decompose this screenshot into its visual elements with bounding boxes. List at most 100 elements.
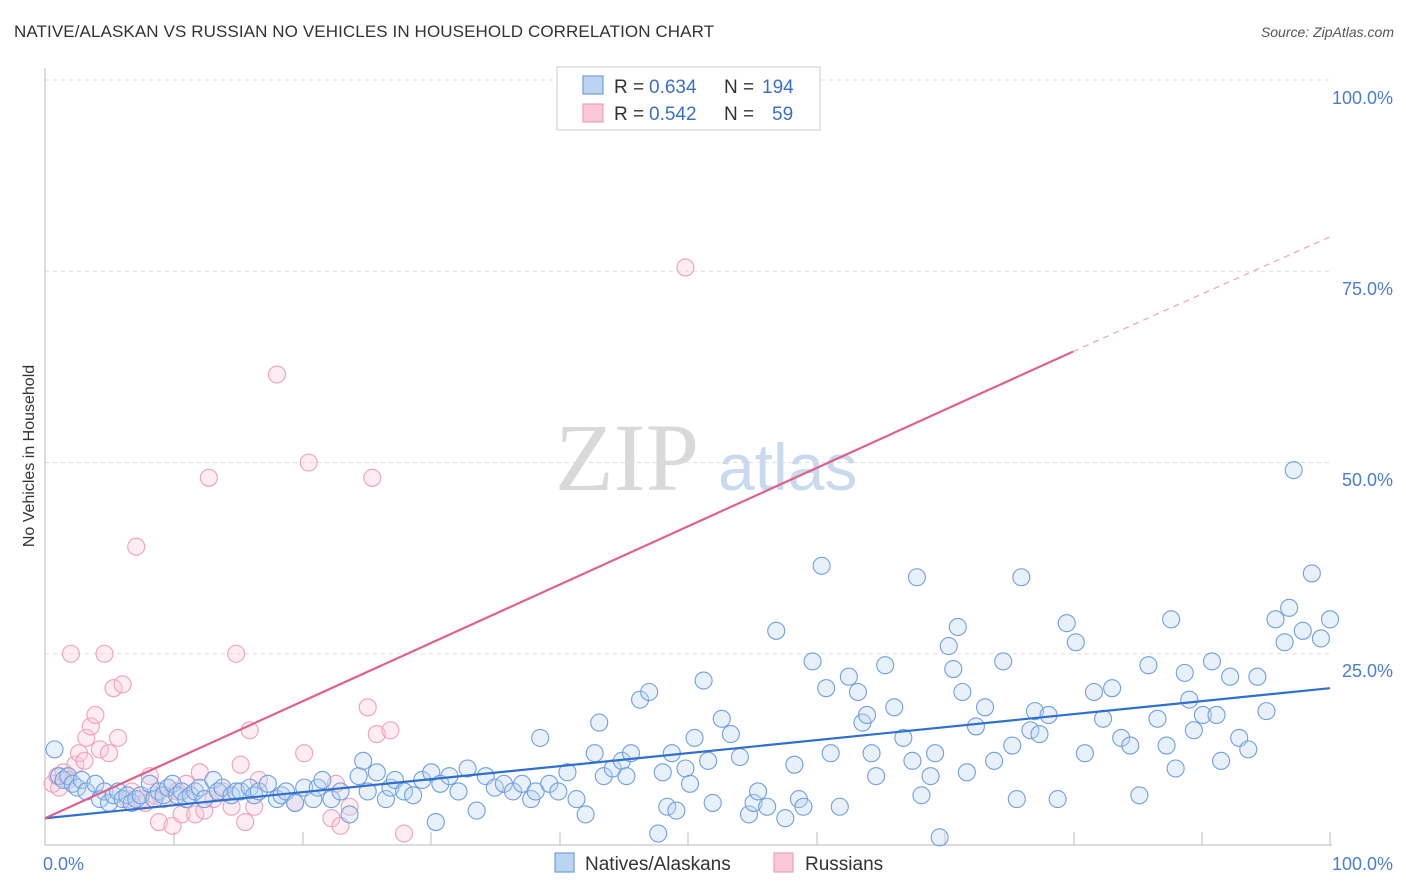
natives-point: [649, 824, 668, 843]
natives-point: [1180, 690, 1199, 709]
natives-point: [358, 782, 377, 801]
natives-point: [1166, 759, 1185, 778]
natives-point: [1057, 614, 1076, 633]
natives-point: [526, 782, 545, 801]
x-tick-marks: [173, 832, 1331, 845]
natives-point: [1320, 610, 1340, 629]
natives-point: [531, 728, 550, 747]
natives-point: [1284, 461, 1303, 480]
natives-point: [948, 617, 967, 637]
x-tick-label-0: 0.0%: [43, 854, 84, 874]
natives-point: [821, 744, 840, 763]
natives-point: [703, 793, 722, 812]
natives-point: [1003, 736, 1022, 755]
russians-point: [61, 644, 80, 663]
natives-point: [540, 774, 559, 793]
natives-point: [694, 671, 713, 690]
russians-points: [43, 258, 695, 843]
russians-trend-line: [44, 350, 1074, 820]
y-axis-label: No Vehicles in Household: [21, 365, 38, 547]
natives-point: [513, 774, 532, 793]
natives-point: [1302, 564, 1321, 583]
legend-pink-r-value: 0.542: [649, 104, 697, 125]
y-tick-label-100: 100.0%: [1332, 88, 1393, 108]
natives-point: [1275, 633, 1294, 652]
natives-point: [1139, 656, 1158, 675]
russians-point: [90, 740, 109, 759]
natives-point: [640, 682, 659, 702]
russians-point: [231, 755, 250, 774]
series-legend: Natives/Alaskans Russians: [554, 852, 883, 875]
natives-point: [667, 801, 686, 820]
watermark-atlas: atlas: [718, 430, 857, 504]
natives-point: [721, 725, 740, 744]
natives-point: [1007, 790, 1026, 809]
natives-point: [1084, 682, 1104, 702]
natives-point: [1221, 667, 1240, 686]
natives-point: [594, 767, 613, 786]
natives-point: [857, 705, 877, 725]
natives-point: [485, 778, 504, 797]
natives-point: [744, 793, 763, 812]
natives-point: [590, 713, 609, 732]
bottom-legend-pink-label: Russians: [805, 854, 883, 875]
natives-point: [1266, 610, 1285, 629]
natives-point: [966, 717, 986, 736]
natives-point: [349, 767, 368, 786]
natives-point: [617, 767, 636, 786]
russians-point: [81, 717, 100, 736]
natives-point: [653, 763, 672, 782]
natives-point: [812, 556, 831, 575]
bottom-legend-blue-swatch: [554, 852, 575, 873]
natives-point: [190, 778, 209, 797]
natives-point: [1012, 568, 1031, 587]
russians-point: [190, 763, 209, 782]
russians-point: [363, 468, 382, 487]
natives-point: [994, 652, 1013, 671]
natives-point: [1207, 705, 1226, 725]
russians-point: [199, 468, 218, 487]
russians-point: [104, 679, 123, 698]
natives-point: [1148, 709, 1167, 728]
natives-point: [862, 744, 881, 763]
legend-blue-r-label: R =: [614, 77, 644, 98]
natives-point: [785, 755, 804, 774]
natives-point: [376, 790, 395, 809]
natives-point: [1212, 751, 1231, 770]
natives-point: [817, 679, 836, 698]
natives-point: [1025, 702, 1045, 721]
natives-point: [957, 763, 976, 782]
source-label: Source: ZipAtlas.com: [1260, 24, 1394, 40]
natives-points: [45, 461, 1340, 847]
natives-point: [699, 751, 718, 770]
natives-point: [1239, 740, 1258, 759]
natives-point: [907, 568, 927, 587]
natives-point: [558, 763, 577, 782]
natives-point: [830, 797, 849, 816]
natives-point: [331, 782, 350, 801]
natives-point: [953, 682, 972, 702]
natives-point: [1257, 702, 1276, 721]
natives-point: [1121, 736, 1140, 755]
gridlines: [45, 79, 1332, 655]
russians-point: [394, 824, 414, 843]
natives-point: [885, 698, 904, 717]
natives-point: [730, 747, 749, 767]
natives-point: [794, 797, 813, 816]
y-tick-label-75: 75.0%: [1342, 279, 1393, 299]
natives-point: [258, 774, 277, 793]
natives-point: [1175, 663, 1194, 682]
russians-point: [236, 812, 255, 832]
natives-point: [685, 728, 704, 747]
natives-point: [1280, 598, 1299, 617]
natives-point: [163, 774, 182, 793]
bottom-legend-pink-swatch: [773, 852, 794, 873]
natives-point: [739, 805, 759, 824]
russians-trend-extension: [1072, 236, 1331, 353]
natives-point: [1103, 679, 1122, 698]
russians-point: [75, 751, 94, 770]
legend-blue-swatch: [582, 75, 604, 95]
natives-point: [503, 782, 523, 801]
natives-point: [903, 751, 922, 770]
natives-point: [1293, 621, 1312, 640]
